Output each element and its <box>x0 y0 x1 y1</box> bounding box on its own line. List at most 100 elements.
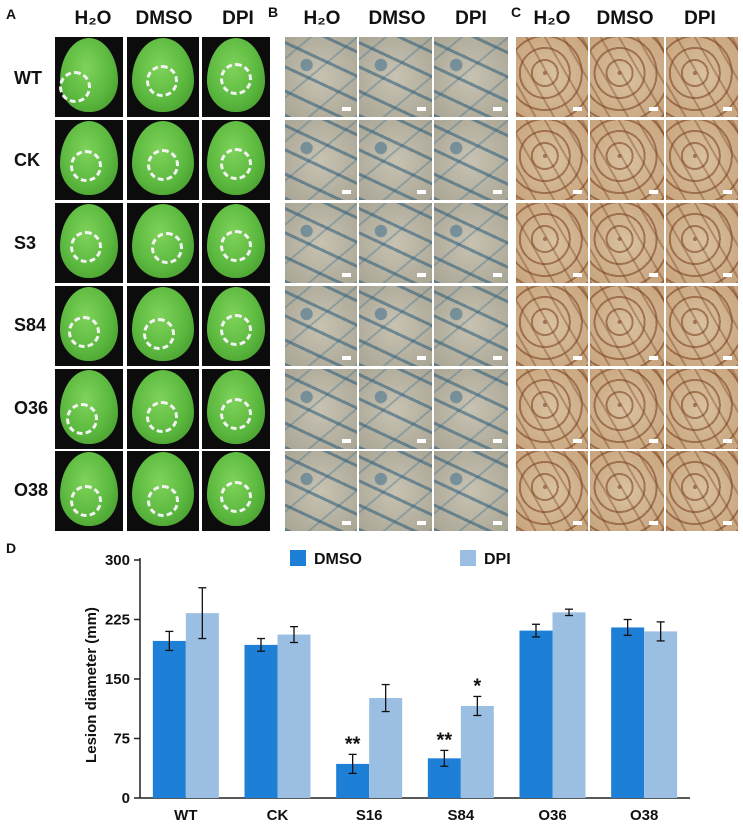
lesion-ring-marker <box>69 231 102 263</box>
scale-bar <box>573 107 582 111</box>
dab-micrograph <box>590 203 664 283</box>
x-tick-label: O38 <box>630 807 658 824</box>
scale-bar <box>723 190 732 194</box>
dab-micrograph <box>516 37 588 117</box>
dab-micrograph <box>590 369 664 449</box>
scale-bar <box>493 273 502 277</box>
scale-bar <box>342 273 351 277</box>
panel-b-label: B <box>268 4 279 20</box>
trypan-blue-micrograph <box>285 451 357 531</box>
legend-swatch-dpi <box>460 550 476 566</box>
dab-micrograph <box>666 37 738 117</box>
trypan-blue-micrograph <box>359 451 432 531</box>
scale-bar <box>573 521 582 525</box>
chart-legend: DMSO DPI <box>290 550 511 568</box>
significance-marker: ** <box>437 729 453 751</box>
lesion-ring-marker <box>147 484 179 517</box>
legend-label-dmso: DMSO <box>314 551 362 568</box>
leaf-image <box>55 369 123 449</box>
scale-bar <box>493 439 502 443</box>
dab-micrograph <box>666 451 738 531</box>
leaf-image <box>202 120 270 200</box>
leaf-image <box>127 451 199 531</box>
dab-micrograph <box>666 286 738 366</box>
lesion-ring-marker <box>59 70 92 103</box>
leaf-image <box>55 451 123 531</box>
panel-c-col-dpi: DPI <box>684 8 716 29</box>
significance-marker: * <box>473 675 481 697</box>
leaf-image <box>55 286 123 366</box>
y-tick-label: 75 <box>113 731 130 748</box>
trypan-blue-micrograph <box>434 286 508 366</box>
panel-a-row-wt: WT <box>14 68 42 88</box>
panel-a-row-s84: S84 <box>14 315 47 335</box>
chart-bars <box>152 587 678 798</box>
scale-bar <box>723 356 732 360</box>
scale-bar <box>573 439 582 443</box>
scale-bar <box>493 521 502 525</box>
significance-marker: ** <box>345 733 361 755</box>
trypan-blue-micrograph <box>359 369 432 449</box>
scale-bar <box>342 190 351 194</box>
scale-bar <box>573 190 582 194</box>
scale-bar <box>417 521 426 525</box>
leaf-image <box>127 120 199 200</box>
lesion-ring-marker <box>143 318 176 350</box>
y-axis-label: Lesion diameter (mm) <box>83 607 100 763</box>
scale-bar <box>417 190 426 194</box>
lesion-ring-marker <box>145 401 178 433</box>
bar-dpi <box>460 705 494 798</box>
y-tick-label: 0 <box>122 790 130 807</box>
legend-swatch-dmso <box>290 550 306 566</box>
scale-bar <box>493 356 502 360</box>
scale-bar <box>342 107 351 111</box>
lesion-ring-marker <box>220 148 252 180</box>
panel-c-label: C <box>511 4 522 20</box>
scale-bar <box>342 439 351 443</box>
trypan-blue-micrograph <box>434 203 508 283</box>
lesion-ring-marker <box>69 150 102 183</box>
dab-micrograph <box>666 369 738 449</box>
leaf-image <box>127 37 199 117</box>
x-tick-label: S16 <box>356 807 383 824</box>
trypan-blue-micrograph <box>359 37 432 117</box>
lesion-ring-marker <box>220 314 252 346</box>
leaf-image <box>202 203 270 283</box>
panel-a-row-o38: O38 <box>14 480 49 500</box>
lesion-ring-marker <box>220 230 252 263</box>
bar-dmso <box>519 630 553 798</box>
scale-bar <box>417 439 426 443</box>
bar-dpi <box>644 631 678 798</box>
dab-micrograph <box>590 451 664 531</box>
trypan-blue-micrograph <box>359 203 432 283</box>
trypan-blue-micrograph <box>285 369 357 449</box>
x-tick-label: O36 <box>538 807 566 824</box>
leaf-image <box>202 37 270 117</box>
dab-micrograph <box>516 120 588 200</box>
leaf-image <box>202 286 270 366</box>
trypan-blue-micrograph <box>434 120 508 200</box>
trypan-blue-micrograph <box>285 203 357 283</box>
leaf-image <box>127 203 199 283</box>
chart-labels: WT CK S16 S84 O36 O38** *** <box>174 675 658 824</box>
scale-bar <box>723 273 732 277</box>
trypan-blue-micrograph <box>285 37 357 117</box>
dab-micrograph <box>516 286 588 366</box>
chart-axes: 0 75 150 225 300 Lesion diameter (mm) <box>83 552 690 807</box>
scale-bar <box>493 107 502 111</box>
y-tick-label: 300 <box>105 552 130 569</box>
scale-bar <box>649 107 658 111</box>
panel-a-label: A <box>6 6 17 22</box>
scale-bar <box>723 439 732 443</box>
scale-bar <box>649 521 658 525</box>
panel-b-col-h2o: H₂O <box>303 8 341 29</box>
trypan-blue-micrograph <box>434 451 508 531</box>
bar-dmso <box>152 640 186 798</box>
scale-bar <box>573 356 582 360</box>
leaf-image <box>55 203 123 283</box>
scale-bar <box>342 356 351 360</box>
scale-bar <box>649 190 658 194</box>
lesion-ring-marker <box>66 402 99 435</box>
panel-c-col-h2o: H₂O <box>533 8 571 29</box>
leaf-image <box>55 37 123 117</box>
